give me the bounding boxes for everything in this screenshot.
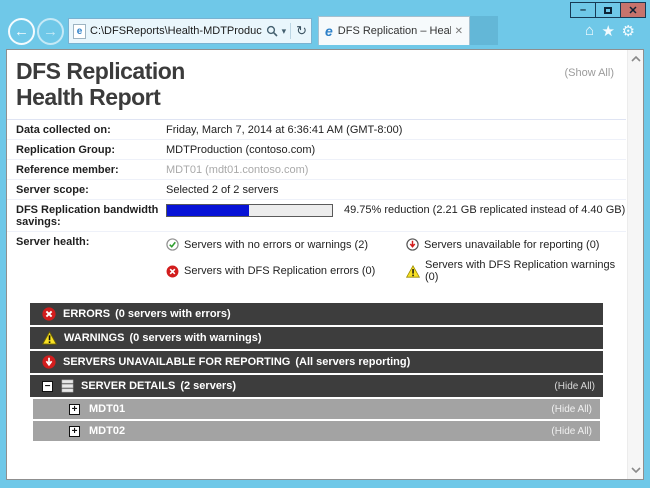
health-item-warnings: Servers with DFS Replication warnings (0…: [406, 259, 626, 283]
favorites-star-icon[interactable]: ★: [601, 23, 615, 40]
hide-all-link[interactable]: (Hide All): [551, 403, 592, 415]
home-icon[interactable]: ⌂: [584, 22, 594, 39]
new-tab-button[interactable]: [470, 16, 498, 45]
settings-gear-icon[interactable]: ⚙: [621, 23, 635, 40]
minimize-icon: –: [579, 4, 587, 16]
unavailable-icon: [406, 238, 419, 251]
page-title: DFS Replication Health Report: [16, 58, 185, 110]
back-button[interactable]: ←: [8, 18, 35, 45]
field-row-replication-group: Replication Group: MDTProduction (contos…: [7, 140, 626, 160]
field-label: Server health:: [16, 236, 90, 248]
field-label: Data collected on:: [16, 124, 111, 136]
field-row-server-scope: Server scope: Selected 2 of 2 servers: [7, 180, 626, 200]
section-bar-unavailable[interactable]: SERVERS UNAVAILABLE FOR REPORTING (All s…: [30, 351, 603, 373]
health-item-unavailable: Servers unavailable for reporting (0): [406, 238, 626, 251]
vertical-scrollbar[interactable]: [627, 50, 643, 479]
tab-title: DFS Replication – Health Re...: [337, 25, 451, 37]
section-detail: (0 servers with errors): [115, 308, 231, 320]
minimize-button[interactable]: –: [570, 2, 596, 18]
hide-all-link[interactable]: (Hide All): [554, 380, 595, 392]
search-icon[interactable]: [266, 25, 278, 37]
tab-close-icon[interactable]: ✕: [454, 25, 463, 37]
bandwidth-progress-bar: [166, 204, 333, 217]
section-label: SERVERS UNAVAILABLE FOR REPORTING: [63, 356, 291, 368]
ok-check-icon: [166, 238, 179, 251]
server-icon: [61, 379, 74, 393]
field-value: MDT01 (mdt01.contoso.com): [166, 164, 309, 176]
error-icon: [166, 265, 179, 277]
server-row-mdt02[interactable]: + MDT02 (Hide All): [33, 421, 600, 441]
maximize-button[interactable]: [595, 2, 621, 18]
field-value: Friday, March 7, 2014 at 6:36:41 AM (GMT…: [166, 124, 403, 136]
refresh-icon[interactable]: ↻: [290, 23, 307, 39]
health-item-errors: Servers with DFS Replication errors (0): [166, 259, 406, 283]
page-content: DFS Replication Health Report (Show All)…: [6, 49, 644, 480]
field-row-server-health: Server health: Servers with no errors or…: [7, 232, 626, 292]
address-dropdown-icon[interactable]: ▾: [281, 25, 287, 36]
warning-icon: [406, 264, 420, 278]
field-label: Reference member:: [16, 164, 119, 176]
server-name: MDT01: [89, 403, 126, 415]
field-row-bandwidth: DFS Replication bandwidth savings: 49.75…: [7, 200, 626, 232]
health-item-ok: Servers with no errors or warnings (2): [166, 238, 406, 251]
expand-icon[interactable]: +: [69, 403, 80, 415]
divider: [7, 119, 626, 120]
unavailable-icon: [42, 355, 56, 369]
field-value: Selected 2 of 2 servers: [166, 184, 279, 196]
section-bar-errors[interactable]: ERRORS (0 servers with errors): [30, 303, 603, 325]
close-icon: ✕: [628, 4, 638, 17]
bandwidth-caption: 49.75% reduction (2.21 GB replicated ins…: [344, 204, 626, 216]
section-detail: (All servers reporting): [295, 356, 411, 368]
section-bar-warnings[interactable]: WARNINGS (0 servers with warnings): [30, 327, 603, 349]
server-row-mdt01[interactable]: + MDT01 (Hide All): [33, 399, 600, 419]
close-button[interactable]: ✕: [620, 2, 646, 18]
bandwidth-progress-fill: [167, 205, 250, 216]
server-name: MDT02: [89, 425, 126, 437]
collapse-icon[interactable]: −: [42, 380, 53, 392]
expand-icon[interactable]: +: [69, 425, 80, 437]
field-label: Replication Group:: [16, 144, 115, 156]
section-detail: (2 servers): [180, 380, 236, 392]
window-controls: – ✕: [570, 2, 646, 18]
section-label: WARNINGS: [64, 332, 125, 344]
field-row-data-collected: Data collected on: Friday, March 7, 2014…: [7, 120, 626, 140]
scroll-up-icon[interactable]: [630, 53, 642, 65]
error-icon: [42, 307, 56, 321]
page-icon: e: [73, 23, 86, 39]
section-detail: (0 servers with warnings): [129, 332, 262, 344]
field-row-reference-member: Reference member: MDT01 (mdt01.contoso.c…: [7, 160, 626, 180]
address-bar[interactable]: e C:\DFSReports\Health-MDTProduction-07M…: [68, 18, 312, 44]
forward-button[interactable]: →: [37, 18, 64, 45]
ie-logo-icon: e: [325, 23, 333, 39]
section-label: ERRORS: [63, 308, 111, 320]
section-label: SERVER DETAILS: [81, 380, 176, 392]
health-report: DFS Replication Health Report (Show All)…: [7, 50, 626, 479]
section-bar-server-details[interactable]: − SERVER DETAILS (2 servers) (Hide All): [30, 375, 603, 397]
field-label: Server scope:: [16, 184, 89, 196]
scroll-down-icon[interactable]: [630, 464, 642, 476]
show-all-link[interactable]: (Show All): [564, 67, 614, 79]
field-value: MDTProduction (contoso.com): [166, 144, 316, 156]
hide-all-link[interactable]: (Hide All): [551, 425, 592, 437]
warning-icon: [42, 331, 57, 345]
field-label: DFS Replication bandwidth savings:: [16, 204, 159, 228]
maximize-icon: [604, 6, 612, 14]
tab-dfs-health-report[interactable]: e DFS Replication – Health Re... ✕: [318, 16, 470, 45]
url-field[interactable]: C:\DFSReports\Health-MDTProduction-07Ma: [90, 25, 262, 37]
